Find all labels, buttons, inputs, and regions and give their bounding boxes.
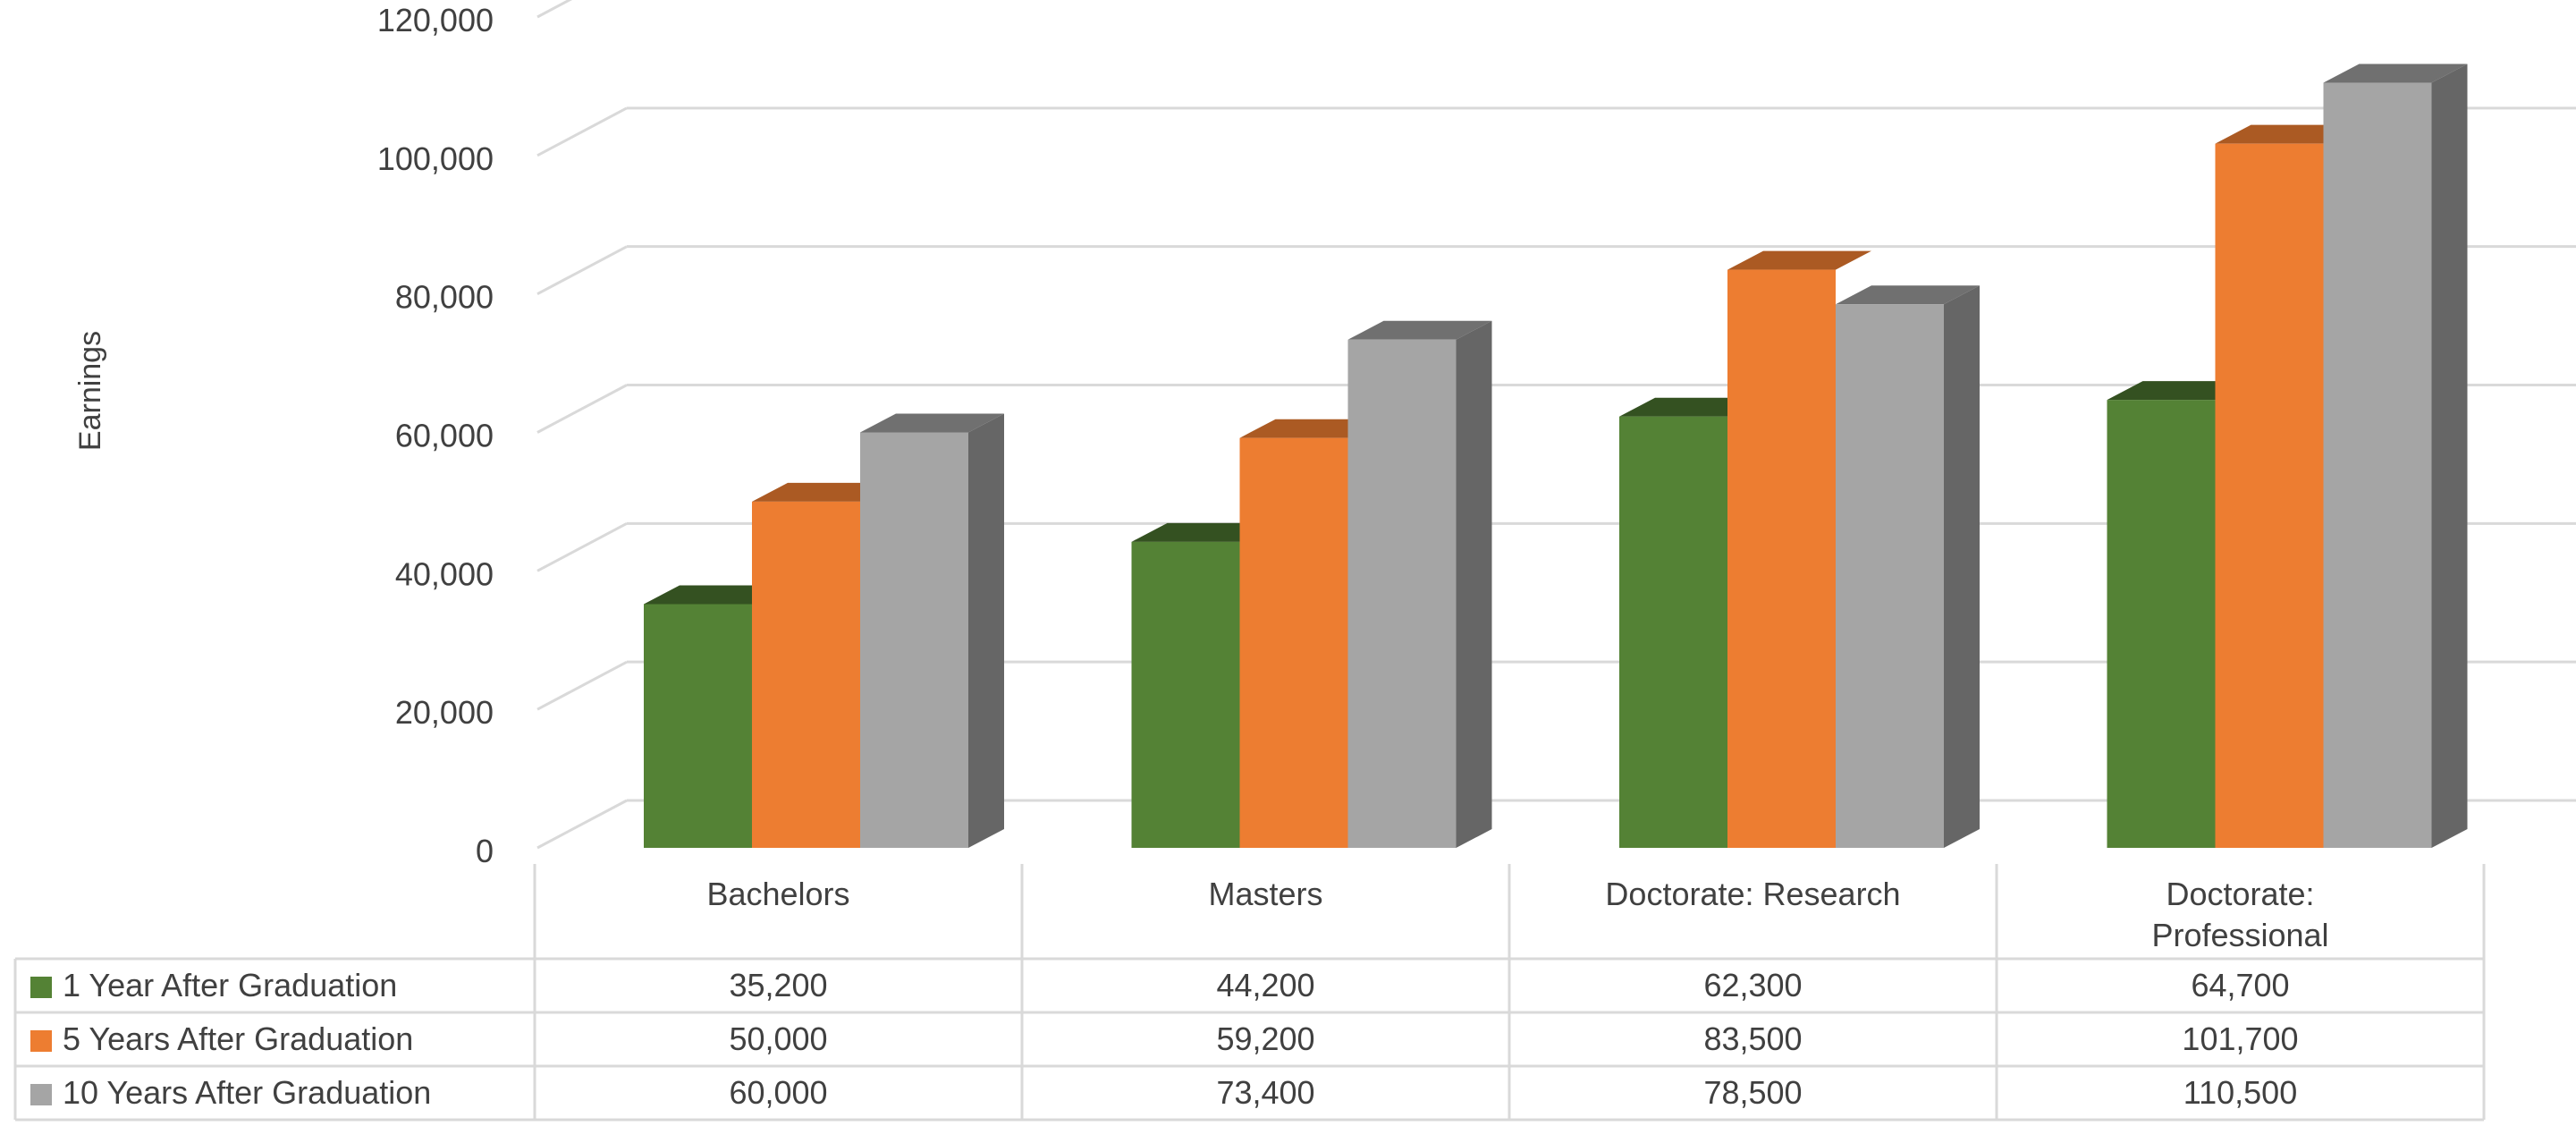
y-tick-label: 0 — [476, 833, 494, 869]
legend-key — [30, 1030, 52, 1052]
gridline-diagonal — [536, 799, 628, 850]
legend-label: 5 Years After Graduation — [63, 1020, 413, 1057]
gridline-diagonal — [536, 245, 628, 295]
bar-front — [1347, 339, 1457, 848]
y-axis-ticks: 0 20,000 40,000 60,000 80,000 100,000 120,000 — [377, 2, 494, 869]
bar — [2107, 381, 2251, 848]
data-table: Bachelors Masters Doctorate: Research Docto… — [13, 864, 2486, 1122]
bar — [2323, 63, 2468, 848]
bars — [644, 63, 2468, 849]
bar-top — [1131, 522, 1276, 542]
legend-label: 10 Years After Graduation — [63, 1074, 431, 1111]
y-tick-label: 100,000 — [377, 140, 494, 177]
bar-front — [1619, 416, 1727, 848]
bar-front — [1239, 437, 1348, 848]
gridline-diagonal — [536, 0, 573, 19]
bar-front — [1836, 304, 1944, 848]
bar — [1727, 250, 1871, 849]
data-label: 64,700 — [2191, 967, 2289, 1003]
bar-side — [1456, 320, 1492, 848]
bar-top — [1727, 250, 1871, 270]
bar-top — [1239, 419, 1384, 438]
bar-front — [1131, 541, 1240, 848]
bar-top — [1347, 320, 1492, 340]
gridline-diagonal — [536, 660, 628, 711]
legend-key — [30, 977, 52, 998]
bar — [1131, 522, 1276, 848]
data-label: 62,300 — [1703, 967, 1802, 1003]
bar-top — [644, 585, 788, 605]
bar-front — [860, 432, 968, 848]
gridline-diagonal — [536, 106, 628, 157]
category-label: Masters — [1208, 876, 1322, 912]
data-label: 101,700 — [2182, 1020, 2298, 1057]
category-label: Doctorate: Research — [1605, 876, 1900, 912]
y-tick-label: 20,000 — [395, 694, 494, 731]
gridline-diagonal — [536, 384, 628, 434]
category-label: Bachelors — [706, 876, 849, 912]
bar-front — [644, 604, 752, 848]
data-label: 44,200 — [1216, 967, 1314, 1003]
data-label: 83,500 — [1703, 1020, 1802, 1057]
bar — [1347, 320, 1492, 848]
legend-key — [30, 1084, 52, 1105]
bar-top — [1836, 285, 1980, 305]
legend-label: 1 Year After Graduation — [63, 967, 397, 1003]
bar-top — [860, 413, 1004, 433]
y-tick-label: 40,000 — [395, 555, 494, 592]
bar-front — [2107, 400, 2216, 848]
y-axis-label: Earnings — [73, 331, 107, 451]
bar — [1619, 397, 1763, 848]
bar — [644, 585, 788, 848]
y-tick-label: 80,000 — [395, 279, 494, 316]
data-label: 73,400 — [1216, 1074, 1314, 1111]
bar-side — [2431, 63, 2468, 848]
bar-top — [1619, 397, 1763, 417]
data-label: 60,000 — [729, 1074, 827, 1111]
bar-side — [1944, 285, 1980, 848]
bar-side — [968, 413, 1004, 848]
bar — [1239, 419, 1384, 848]
bar-front — [752, 501, 860, 848]
data-label: 35,200 — [729, 967, 827, 1003]
gridline-diagonal — [536, 522, 628, 572]
data-label: 110,500 — [2183, 1074, 2297, 1111]
bar — [2215, 124, 2360, 849]
bar-top — [2107, 381, 2251, 401]
bar-top — [2215, 124, 2360, 144]
y-tick-label: 120,000 — [377, 2, 494, 38]
bar-front — [2323, 82, 2432, 848]
y-tick-label: 60,000 — [395, 418, 494, 454]
category-label: Doctorate: Professional — [2151, 876, 2328, 953]
data-label: 78,500 — [1703, 1074, 1802, 1111]
bar — [1836, 285, 1980, 848]
bar-front — [2215, 143, 2324, 849]
bar-top — [2323, 63, 2468, 83]
data-label: 59,200 — [1216, 1020, 1314, 1057]
bar — [752, 482, 896, 848]
bar-front — [1727, 269, 1836, 849]
data-label: 50,000 — [729, 1020, 827, 1057]
bar-top — [752, 482, 896, 502]
bar — [860, 413, 1004, 848]
